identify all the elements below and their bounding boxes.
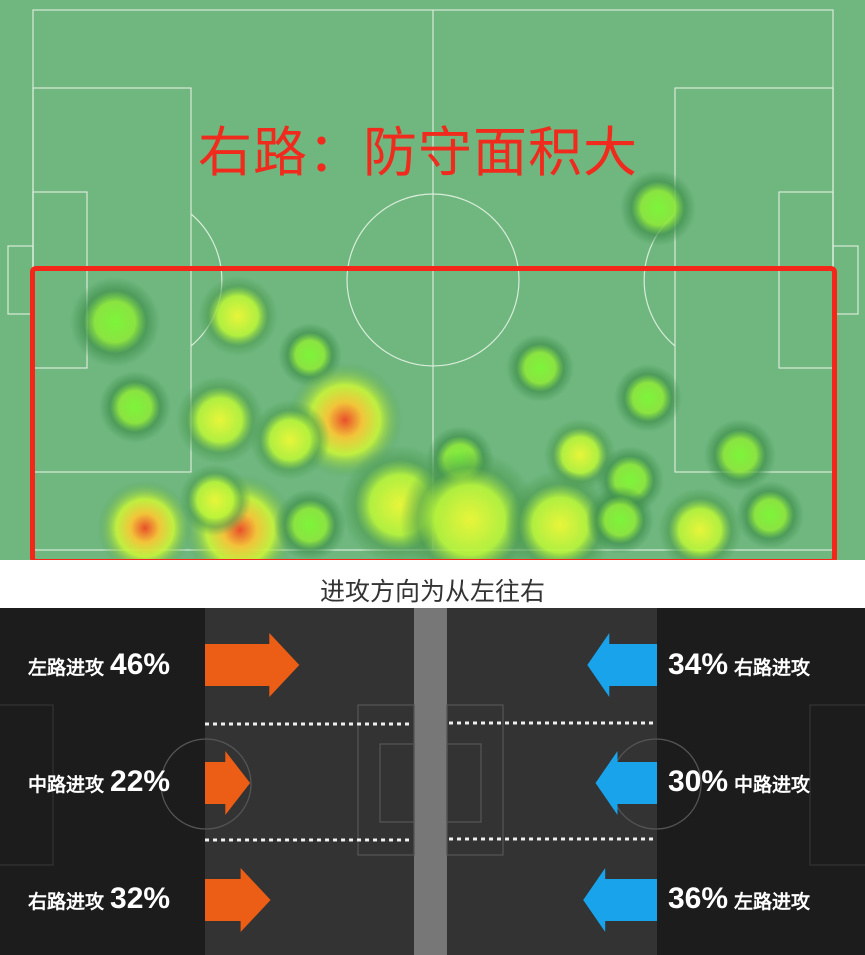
far-box-right [809, 704, 865, 866]
right-team-arrow [595, 751, 657, 815]
right-team-row-0: 34% 右路进攻 [668, 648, 810, 682]
left-team-arrow [205, 633, 300, 697]
heat-spot [198, 276, 278, 356]
circle-left [160, 738, 252, 830]
left-team-row-0: 左路进攻 46% [28, 648, 170, 682]
heat-spot [586, 486, 654, 554]
goal-right [446, 743, 482, 823]
row-label: 左路进攻 [28, 658, 105, 679]
heat-spot [250, 400, 330, 480]
heat-spot [658, 488, 742, 560]
attack-direction-panel: 左路进攻 46% 中路进攻 22% 右路进攻 32% 34% 右路进攻 30% 中路进攻 … [0, 608, 865, 955]
row-label: 右路进攻 [734, 658, 811, 679]
right-flank-highlight-box [30, 266, 837, 560]
far-box-left [0, 704, 54, 866]
heat-spot [179, 464, 251, 536]
left-team-arrow [205, 868, 271, 932]
goal-left [379, 743, 415, 823]
center-circle [346, 193, 520, 367]
row-label: 中路进攻 [734, 775, 811, 796]
heat-spot [614, 364, 682, 432]
left-team-row-1: 中路进攻 22% [28, 765, 170, 799]
right-team-row-2: 36% 左路进攻 [668, 882, 810, 916]
heatmap-title: 右路：防守面积大 [198, 121, 638, 184]
heatmap-pitch [7, 9, 859, 560]
row-percent: 46% [110, 648, 171, 681]
heat-spot [176, 376, 264, 464]
row-label: 左路进攻 [734, 892, 811, 913]
row-label: 右路进攻 [28, 892, 105, 913]
heat-spot [704, 419, 776, 491]
row-percent: 30% [668, 765, 729, 798]
heat-spot [70, 277, 160, 367]
heat-spot [505, 470, 615, 560]
heatmap-panel: 右路：防守面积大 [0, 0, 865, 560]
heat-spot [99, 371, 171, 443]
left-team-row-2: 右路进攻 32% [28, 882, 170, 916]
heat-spot [620, 170, 696, 246]
heat-spot [400, 450, 540, 560]
right-team-arrow [583, 868, 657, 932]
heat-spot [274, 489, 346, 560]
heat-spot [736, 481, 804, 549]
right-team-row-1: 30% 中路进攻 [668, 765, 810, 799]
row-percent: 34% [668, 648, 729, 681]
attack-direction-caption: 进攻方向为从左往右 [319, 577, 545, 606]
right-team-arrow [587, 633, 657, 697]
row-percent: 32% [110, 882, 171, 915]
row-percent: 22% [110, 765, 171, 798]
halfway-stripe [414, 608, 447, 955]
left-team-arrow [205, 751, 251, 815]
attack-pitch [0, 608, 865, 955]
heat-spot [97, 480, 193, 560]
row-label: 中路进攻 [28, 775, 105, 796]
row-percent: 36% [668, 882, 729, 915]
heat-spot [506, 334, 574, 402]
